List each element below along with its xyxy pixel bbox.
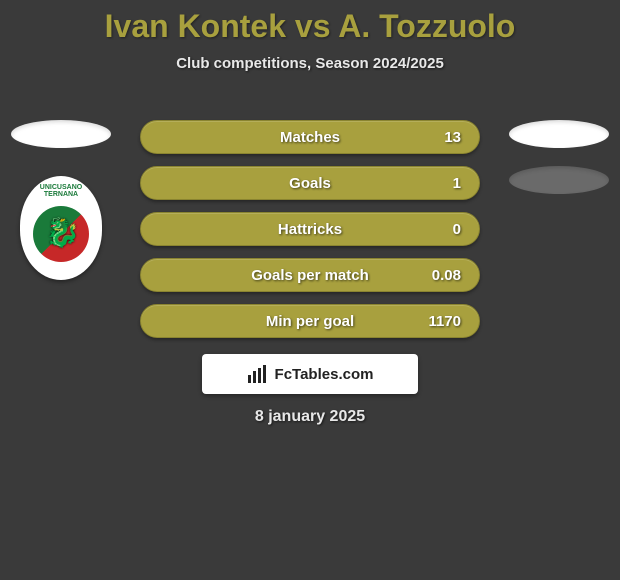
stat-value-right: 13 <box>444 129 461 146</box>
club-badge-top-text: UNICUSANOTERNANA <box>40 184 82 199</box>
page-date: 8 january 2025 <box>255 408 365 426</box>
stat-value-right: 0 <box>453 221 461 238</box>
stat-value-right: 1 <box>453 175 461 192</box>
player-right-column <box>504 120 614 194</box>
stat-label: Matches <box>280 129 340 146</box>
stat-row-min-per-goal: Min per goal 1170 <box>140 304 480 338</box>
stat-label: Goals per match <box>251 267 369 284</box>
stat-value-right: 1170 <box>428 313 461 330</box>
stat-label: Hattricks <box>278 221 342 238</box>
dragon-icon: 🐉 <box>45 216 80 249</box>
stats-list: Matches 13 Goals 1 Hattricks 0 Goals per… <box>140 120 480 338</box>
stat-row-hattricks: Hattricks 0 <box>140 212 480 246</box>
brand-badge[interactable]: FcTables.com <box>202 354 418 394</box>
page-subtitle: Club competitions, Season 2024/2025 <box>0 55 620 72</box>
stat-label: Goals <box>289 175 331 192</box>
stat-row-goals: Goals 1 <box>140 166 480 200</box>
club-badge-left: UNICUSANOTERNANA 🐉 1925 <box>20 176 102 280</box>
brand-bars-icon <box>247 365 269 383</box>
stat-row-matches: Matches 13 <box>140 120 480 154</box>
club-badge-bottom-text: 1925 <box>53 263 69 270</box>
stat-value-right: 0.08 <box>432 267 461 284</box>
player-right-placeholder-1 <box>509 120 609 148</box>
player-left-column: UNICUSANOTERNANA 🐉 1925 <box>6 120 116 280</box>
player-left-placeholder <box>11 120 111 148</box>
club-badge-mid: 🐉 <box>33 206 89 262</box>
brand-text: FcTables.com <box>275 366 374 383</box>
club-badge-outer: UNICUSANOTERNANA 🐉 1925 <box>20 176 102 280</box>
page-title: Ivan Kontek vs A. Tozzuolo <box>0 0 620 45</box>
stat-label: Min per goal <box>266 313 354 330</box>
stat-row-goals-per-match: Goals per match 0.08 <box>140 258 480 292</box>
player-right-placeholder-2 <box>509 166 609 194</box>
